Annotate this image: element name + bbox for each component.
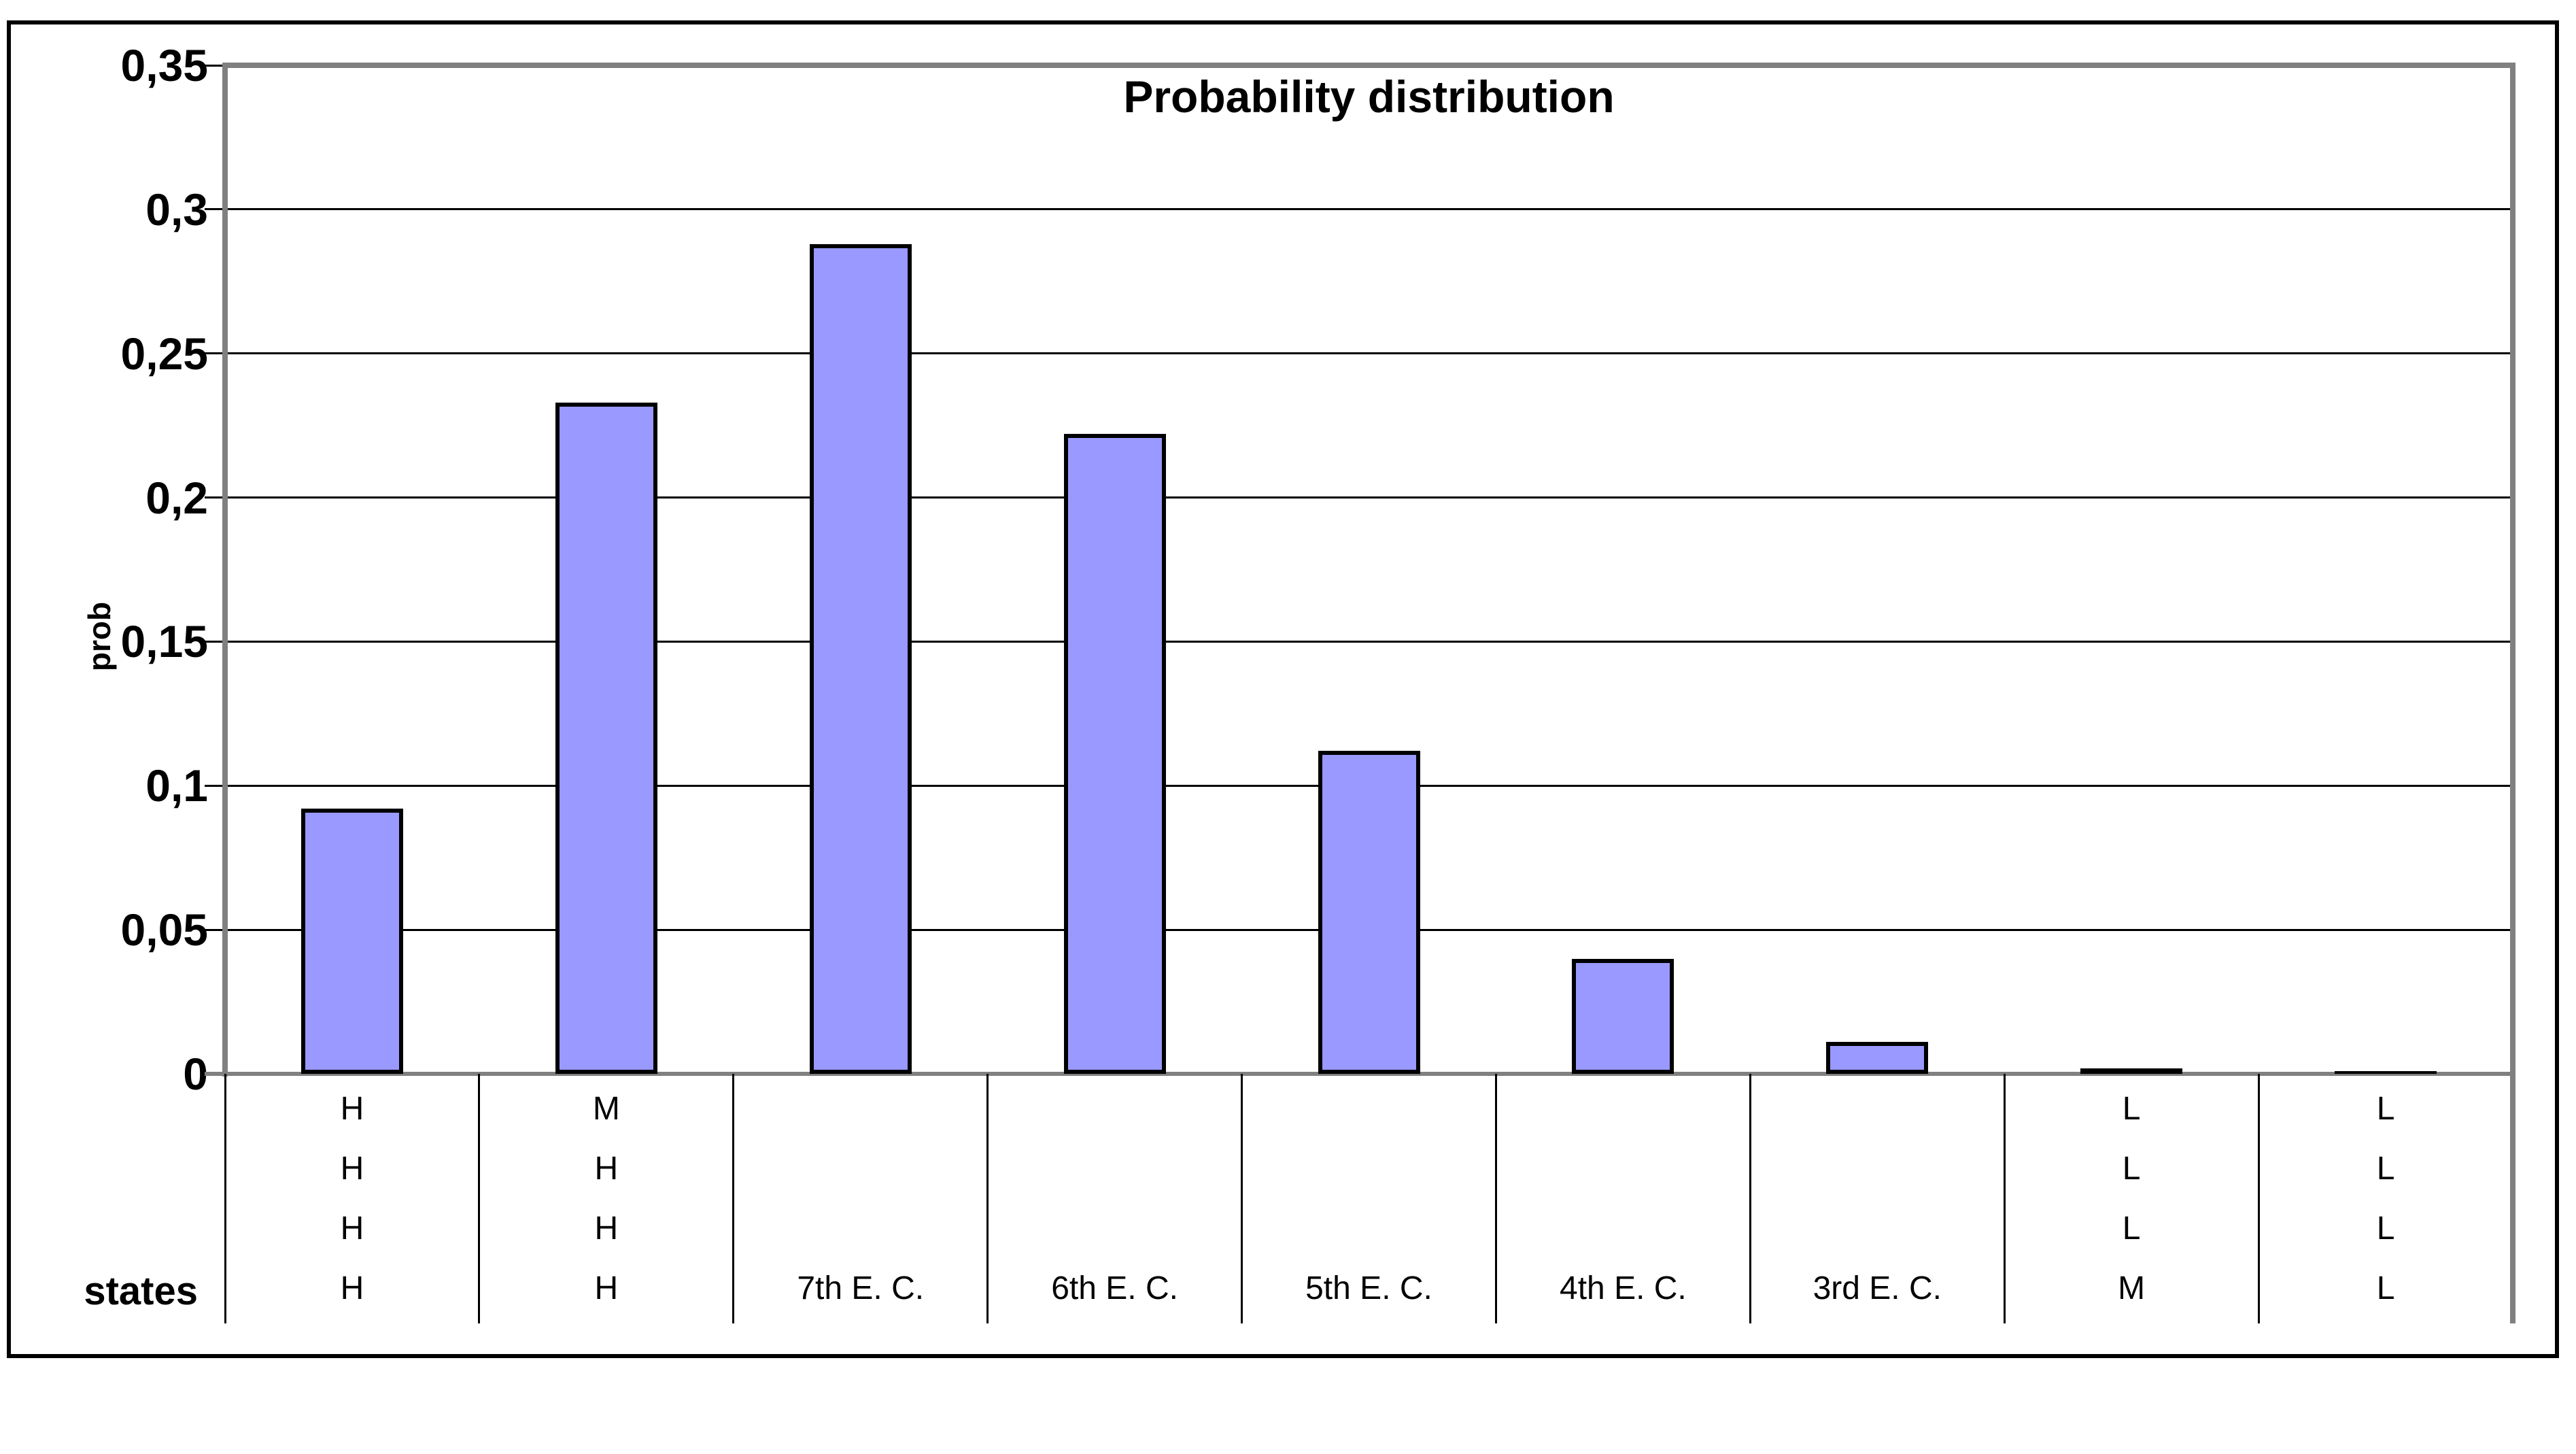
category-label-line: 7th E. C. [797, 1270, 925, 1306]
gridline [225, 352, 2513, 355]
y-tick-label: 0,35 [120, 40, 208, 90]
category-label-line: L [2376, 1091, 2395, 1127]
category-label-line: L [2122, 1151, 2141, 1187]
bar [809, 244, 912, 1074]
category-label-line: M [2118, 1270, 2146, 1306]
y-tick-label: 0,3 [145, 184, 208, 235]
gridline [225, 640, 2513, 643]
category-separator [732, 1074, 735, 1323]
bar [1318, 751, 1420, 1074]
category-label-line [988, 1079, 1242, 1139]
gridline [225, 208, 2513, 211]
category-label-line: 6th E. C. [1051, 1270, 1178, 1306]
category-label-line: H [594, 1270, 619, 1306]
y-axis-tick [205, 640, 225, 643]
category-label-line: L [2122, 1091, 2141, 1127]
y-axis-line [222, 63, 228, 1077]
category-label: 4th E. C. [1496, 1079, 1750, 1324]
y-axis-tick [205, 928, 225, 931]
bar [1063, 434, 1166, 1074]
category-label-line [1750, 1079, 2004, 1139]
category-label-line: 5th E. C. [1305, 1270, 1432, 1306]
plot-top-line [222, 63, 2515, 68]
y-tick-label: 0,15 [120, 616, 208, 667]
category-label-line [1750, 1199, 2004, 1259]
y-tick-label: 0,1 [145, 760, 208, 811]
category-label-line [988, 1199, 1242, 1259]
bar [300, 809, 403, 1074]
category-label: 5th E. C. [1242, 1079, 1496, 1324]
category-label-line [1242, 1139, 1496, 1199]
bar [2335, 1071, 2437, 1074]
category-label-line [1750, 1139, 2004, 1199]
bar [1826, 1042, 1929, 1074]
category-label: 3rd E. C. [1750, 1079, 2004, 1324]
category-label-line [734, 1079, 988, 1139]
category-label-line [1242, 1079, 1496, 1139]
category-label-line: H [594, 1151, 619, 1187]
category-separator [1749, 1074, 1751, 1323]
bar [555, 403, 657, 1074]
category-label-line: L [2376, 1151, 2395, 1187]
category-label-line: L [2376, 1270, 2395, 1306]
category-label-line: 4th E. C. [1560, 1270, 1687, 1306]
category-separator [2003, 1074, 2006, 1323]
category-label-line: L [2376, 1211, 2395, 1247]
category-label-line: H [340, 1091, 364, 1127]
category-label-line: H [340, 1151, 364, 1187]
y-tick-label: 0,2 [145, 472, 208, 523]
category-label-line [1496, 1199, 1750, 1259]
y-axis-tick [205, 352, 225, 355]
category-label-line: L [2122, 1211, 2141, 1247]
category-label: 7th E. C. [734, 1079, 988, 1324]
y-tick-label: 0,05 [120, 904, 208, 956]
bar [2080, 1068, 2183, 1074]
category-label-line [734, 1139, 988, 1199]
category-label-line: 3rd E. C. [1813, 1270, 1942, 1306]
category-label-line: H [340, 1211, 364, 1247]
category-label-line [1496, 1079, 1750, 1139]
category-label-line [1496, 1139, 1750, 1199]
category-separator [224, 1074, 226, 1323]
gridline [225, 496, 2513, 499]
y-axis-tick [205, 784, 225, 787]
y-tick-label: 0 [183, 1049, 208, 1099]
bar [1572, 959, 1675, 1074]
plot-right-line [2510, 63, 2515, 1323]
category-label-line: H [594, 1211, 619, 1247]
category-separator [1241, 1074, 1243, 1323]
chart-area: Probability distribution prob states 0 0,… [4, 4, 2576, 1454]
category-label-line [734, 1199, 988, 1259]
category-label-line: H [340, 1270, 364, 1306]
category-separator [478, 1074, 481, 1323]
category-label-line: M [592, 1091, 620, 1127]
category-separator [2257, 1074, 2260, 1323]
y-tick-label: 0,25 [120, 328, 208, 379]
category-separator [986, 1074, 989, 1323]
category-label-line [988, 1139, 1242, 1199]
category-label-line [1242, 1199, 1496, 1259]
y-axis-tick [205, 496, 225, 499]
category-separator [1494, 1074, 1497, 1323]
chart-title: Probability distribution [1123, 71, 1615, 122]
y-axis-tick [205, 64, 225, 67]
x-axis-line [205, 1072, 2515, 1076]
y-axis-tick [205, 208, 225, 211]
x-axis-title: states [84, 1269, 198, 1313]
chart-frame: Probability distribution prob states 0 0,… [7, 20, 2559, 1358]
category-label: 6th E. C. [988, 1079, 1242, 1324]
